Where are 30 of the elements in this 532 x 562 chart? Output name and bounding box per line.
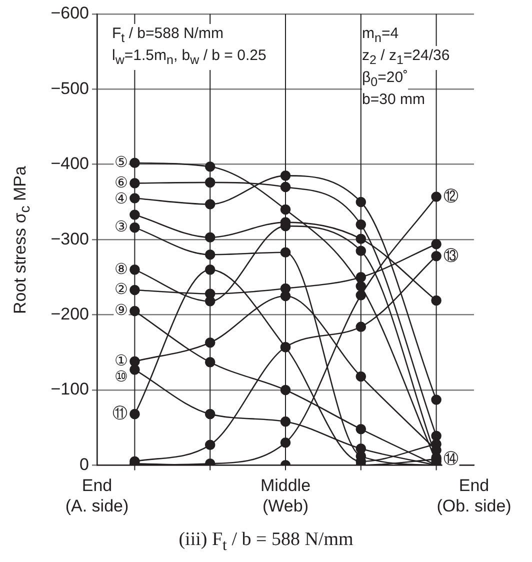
series-label: ⑥ <box>114 174 128 192</box>
y-tick-label: −400 <box>50 154 89 174</box>
series-label: ⑧ <box>114 260 128 278</box>
x-tick-label: End (Ob. side) <box>436 476 512 516</box>
series-label: ⑪ <box>112 405 128 422</box>
annotation: m$_{n}$=4 <box>362 24 399 48</box>
annotation: b=30 mm <box>362 90 425 109</box>
y-tick-label: 0 <box>80 454 89 474</box>
y-tick-label: −200 <box>50 304 89 324</box>
series-label: ⑤ <box>114 154 128 172</box>
series-label: ③ <box>114 218 128 236</box>
annotation: z$_{2}$ / z$_{1}$=24/36 <box>362 46 450 70</box>
series-label: ⑩ <box>114 368 128 386</box>
series-label: ⑫ <box>443 188 458 205</box>
series-label: ① <box>114 352 128 370</box>
annotation: F$_{t}$ / b=588 N/mm <box>112 24 224 48</box>
y-tick-label: −100 <box>50 380 89 399</box>
series-label: ④ <box>114 190 128 208</box>
x-tick-label: Middle (Web) <box>260 476 311 516</box>
series-label: ② <box>114 281 128 298</box>
x-tick-label: End (A. side) <box>65 476 129 516</box>
series-label: ⑭ <box>443 450 458 468</box>
text: (iii) F$_{t}$ / b = 588 N/mm <box>178 529 354 555</box>
y-tick-label: −500 <box>50 78 89 98</box>
annotation: β$_{0}$=20˚ <box>362 68 408 92</box>
annotation: l$_{w}$=1.5m$_{n}$, b$_{w}$ / b = 0.25 <box>112 46 266 70</box>
series-label: ⑨ <box>114 302 128 320</box>
series-label: ⑬ <box>443 247 458 264</box>
y-tick-label: −300 <box>50 229 89 248</box>
y-tick-label: −600 <box>50 4 89 23</box>
